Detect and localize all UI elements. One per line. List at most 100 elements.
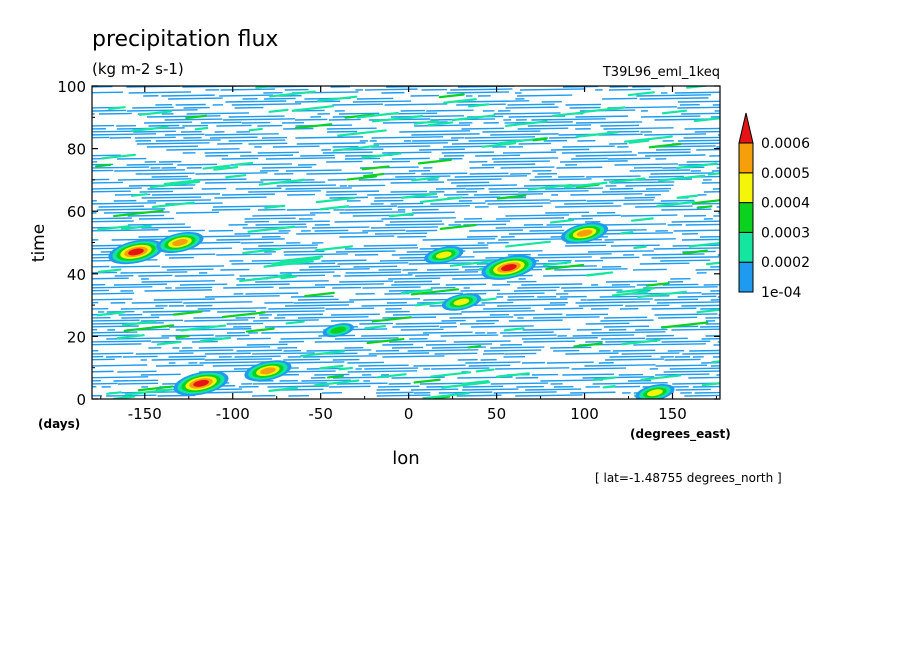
rain-streak [92, 130, 132, 133]
rain-band [468, 103, 490, 108]
rain-streak [246, 343, 288, 346]
rain-streak [462, 385, 504, 388]
rain-streak [92, 352, 134, 355]
rain-band [363, 172, 385, 178]
rain-band [505, 120, 548, 127]
rain-streak [283, 250, 325, 253]
rain-streak [177, 163, 217, 166]
rain-streak [395, 175, 451, 178]
rain-streak [453, 340, 511, 343]
rain-streak [262, 166, 312, 169]
rain-streak [525, 256, 592, 259]
rain-streak [283, 358, 321, 361]
rain-streak [348, 184, 386, 187]
rain-streak [337, 262, 409, 265]
rain-streak [353, 265, 398, 268]
rain-streak [671, 220, 720, 223]
rain-streak [136, 142, 210, 145]
rain-streak [339, 280, 394, 283]
rain-streak [413, 364, 466, 367]
rain-streak [186, 112, 249, 115]
rain-band [268, 108, 289, 113]
rain-streak [344, 274, 413, 277]
rain-streak [460, 289, 501, 292]
rain-streak [195, 172, 268, 175]
rain-streak [382, 151, 432, 154]
rain-streak [645, 154, 706, 157]
rain-streak [92, 289, 109, 292]
rain-streak [127, 223, 186, 226]
rain-streak [290, 295, 334, 298]
rain-streak [661, 208, 712, 211]
rain-streak [390, 181, 444, 184]
rain-streak [531, 118, 606, 121]
rain-streak [550, 148, 590, 151]
rain-streak [469, 229, 523, 232]
rain-streak [376, 391, 414, 394]
rain-streak [414, 124, 471, 127]
rain-streak [598, 232, 673, 235]
colorbar-label: 0.0006 [761, 136, 810, 152]
rain-streak [140, 373, 181, 376]
rain-streak [377, 385, 420, 388]
rain-streak [204, 352, 251, 355]
rain-band [124, 388, 173, 396]
rain-streak [705, 323, 720, 325]
rain-streak [545, 187, 604, 190]
rain-streak [245, 292, 299, 295]
rain-band [628, 139, 650, 144]
rain-streak [701, 361, 720, 364]
rain-streak [331, 313, 380, 316]
rain-streak [236, 349, 282, 352]
rain-streak [588, 250, 654, 253]
rain-streak [441, 151, 494, 154]
rain-band [481, 142, 517, 148]
rain-streak [92, 154, 121, 157]
experiment-label: T39L96_eml_1keq [602, 65, 720, 80]
rain-streak [519, 88, 586, 91]
rain-streak [223, 286, 274, 289]
rain-streak [151, 193, 221, 196]
rain-band [661, 109, 688, 115]
rain-streak [395, 322, 457, 325]
rain-streak [370, 226, 438, 229]
rain-streak [325, 307, 375, 310]
rain-streak [244, 217, 296, 220]
rain-streak [165, 253, 216, 256]
rain-streak [216, 124, 252, 127]
rain-band [451, 114, 496, 122]
rain-streak [92, 298, 133, 301]
rain-streak [686, 160, 720, 163]
rain-streak [308, 265, 340, 268]
rain-streak [601, 337, 645, 340]
rain-band [247, 225, 296, 233]
rain-streak [482, 130, 541, 133]
rain-band [376, 373, 407, 379]
rain-band [280, 275, 297, 280]
rain-streak [556, 166, 603, 169]
rain-band [602, 385, 616, 389]
rain-band [563, 181, 608, 189]
rain-band [675, 162, 718, 170]
rain-band [285, 320, 305, 325]
rain-streak [561, 286, 636, 289]
rain-streak [285, 274, 326, 277]
rain-streak [572, 334, 635, 337]
rain-band [255, 86, 282, 89]
rain-streak [681, 304, 720, 307]
rain-streak [517, 286, 560, 289]
colorbar-label: 1e-04 [761, 285, 801, 301]
rain-band [583, 106, 626, 113]
rain-streak [419, 148, 465, 151]
rain-streak [570, 391, 616, 394]
rain-streak [683, 136, 720, 139]
rain-streak [166, 268, 214, 271]
rain-streak [624, 196, 655, 199]
rain-streak [106, 337, 170, 340]
rain-streak [440, 334, 499, 337]
rain-streak [371, 136, 444, 139]
rain-streak [205, 181, 264, 184]
rain-streak [497, 304, 566, 307]
rain-streak [625, 304, 670, 307]
rain-streak [608, 88, 651, 91]
